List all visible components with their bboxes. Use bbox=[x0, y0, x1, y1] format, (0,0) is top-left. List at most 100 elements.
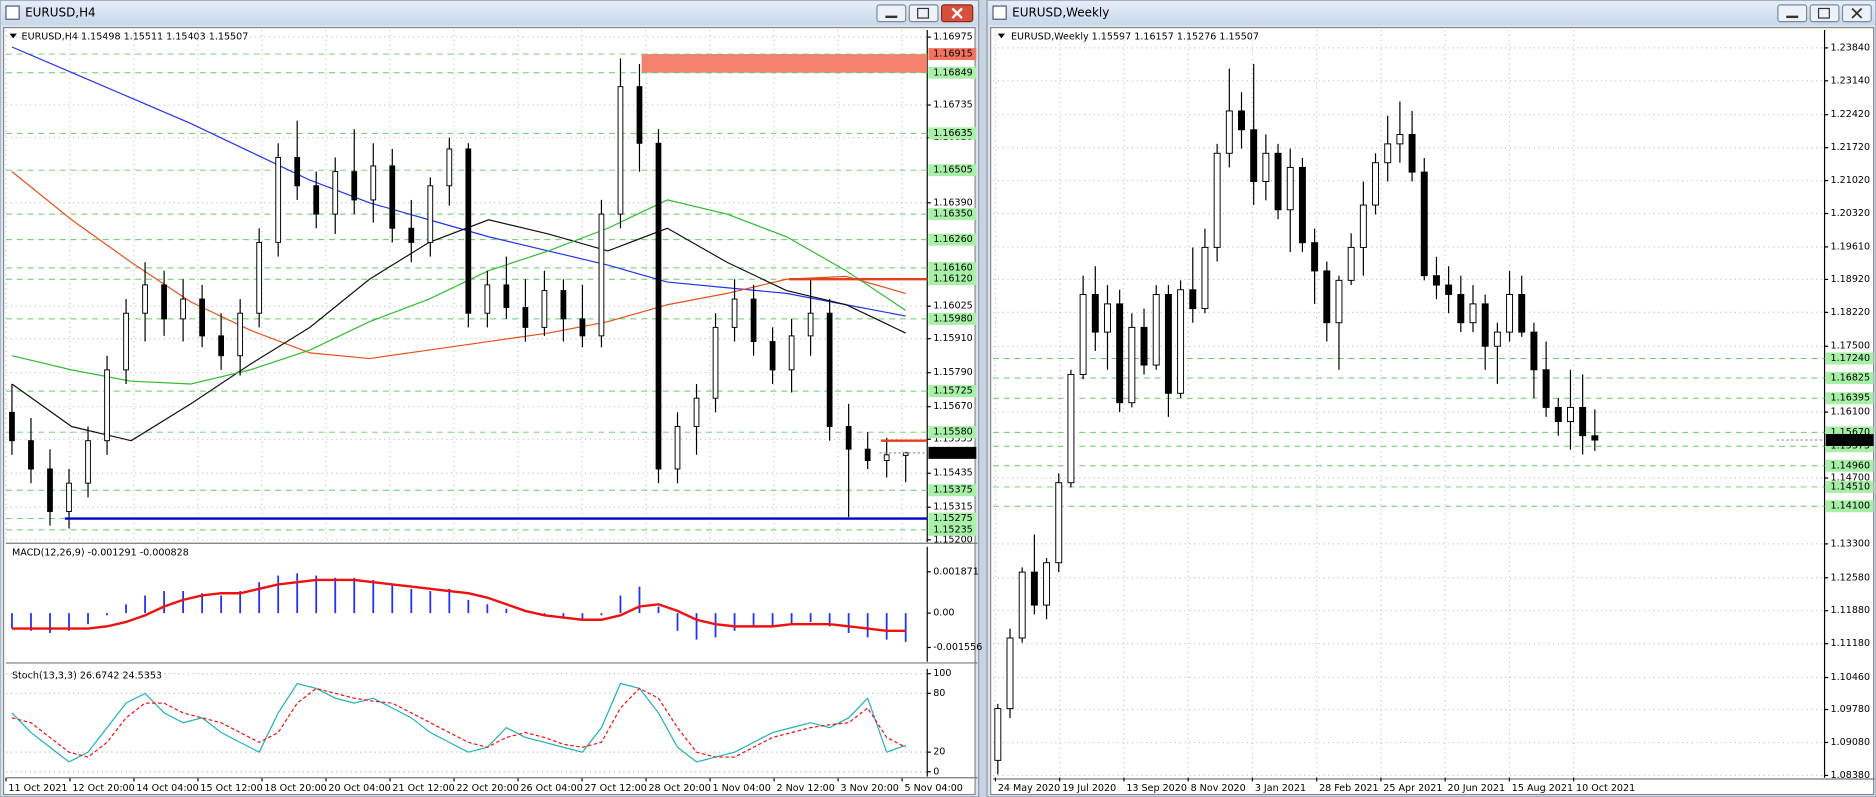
candle-body bbox=[1043, 562, 1051, 606]
minimize-button[interactable] bbox=[876, 4, 907, 23]
level-label-bg bbox=[1825, 459, 1874, 472]
close-icon bbox=[951, 7, 963, 19]
level-label-bg bbox=[1825, 426, 1874, 439]
candle-body bbox=[1055, 482, 1063, 564]
candle-body bbox=[1396, 133, 1404, 145]
restore-icon bbox=[917, 7, 930, 19]
window-icon bbox=[992, 5, 1007, 20]
candle-body bbox=[427, 185, 434, 243]
title-bar[interactable] bbox=[1, 1, 978, 26]
candle-body bbox=[1457, 293, 1465, 324]
level-label: 1.15375 bbox=[933, 485, 973, 496]
minimize-button[interactable] bbox=[1777, 4, 1808, 23]
x-tick-label: 15 Aug 2021 bbox=[1512, 783, 1573, 794]
candle-body bbox=[503, 284, 510, 309]
x-tick-label: 28 Feb 2021 bbox=[1319, 783, 1379, 794]
candle-body bbox=[788, 335, 795, 371]
x-tick-label: 14 Oct 04:00 bbox=[136, 783, 198, 794]
chart-area[interactable] bbox=[990, 27, 1875, 796]
y-tick-label: 1.16975 bbox=[933, 32, 973, 43]
candle-body bbox=[85, 440, 91, 484]
candle-body bbox=[1274, 152, 1282, 211]
level-label-bg bbox=[928, 66, 977, 79]
level-label: 1.16160 bbox=[933, 262, 973, 273]
window-title: EURUSD,H4 bbox=[25, 6, 96, 20]
candle-body bbox=[731, 298, 738, 328]
candle-body bbox=[1189, 289, 1197, 310]
x-tick-label: 11 Oct 2021 bbox=[8, 783, 67, 794]
macd-signal bbox=[11, 578, 906, 632]
moving-average bbox=[11, 219, 906, 442]
candle-body bbox=[1347, 246, 1355, 281]
y-tick-label: 1.20320 bbox=[1831, 208, 1871, 219]
candle-body bbox=[256, 241, 263, 314]
x-tick-label: 20 Oct 04:00 bbox=[328, 783, 390, 794]
candle-body bbox=[1311, 242, 1319, 272]
candle-body bbox=[864, 448, 871, 461]
level-label: 1.14100 bbox=[1831, 501, 1871, 512]
y-tick-label: 1.10460 bbox=[1831, 672, 1871, 683]
level-label-bg bbox=[928, 484, 977, 497]
y-tick-label: 1.22420 bbox=[1831, 109, 1871, 120]
level-label: 1.15375 bbox=[1831, 441, 1871, 452]
current-price-label: 1.15507 bbox=[933, 447, 973, 458]
candle-body bbox=[1213, 152, 1221, 248]
candle-body bbox=[1067, 373, 1075, 484]
y-tick-label: 1.11880 bbox=[1831, 605, 1871, 616]
candle-body bbox=[994, 708, 1002, 761]
stoch-signal bbox=[11, 687, 906, 758]
candle-body bbox=[1286, 166, 1294, 211]
candle-body bbox=[1493, 331, 1501, 347]
restore-icon bbox=[1817, 7, 1830, 19]
x-tick-label: 1 Nov 04:00 bbox=[712, 783, 770, 794]
candle-body bbox=[1591, 435, 1599, 441]
candle-body bbox=[28, 440, 34, 470]
y-tick-label: 0.001871 bbox=[933, 566, 979, 577]
candle-body bbox=[1408, 133, 1416, 173]
current-price-label: 1.15507 bbox=[1831, 435, 1871, 446]
candle-body bbox=[1128, 326, 1136, 404]
candle-body bbox=[389, 165, 396, 229]
window-title: EURUSD,Weekly bbox=[1012, 6, 1109, 20]
candle-body bbox=[66, 482, 72, 512]
chart-header: EURUSD,H4 1.15498 1.15511 1.15403 1.1550… bbox=[22, 32, 249, 43]
y-tick-label: 1.23840 bbox=[1831, 42, 1871, 53]
candle-body bbox=[1567, 406, 1574, 423]
candle-body bbox=[807, 312, 814, 337]
menu-arrow[interactable] bbox=[9, 33, 17, 39]
y-tick-label: 1.16390 bbox=[933, 197, 973, 208]
candle-body bbox=[1262, 152, 1270, 183]
y-tick-label: 1.15435 bbox=[933, 468, 973, 479]
restore-button[interactable] bbox=[908, 4, 939, 23]
candle-body bbox=[769, 341, 776, 371]
level-label-bg bbox=[928, 48, 977, 61]
title-bar[interactable] bbox=[988, 1, 1875, 26]
y-tick-label: 0.00 bbox=[933, 608, 954, 619]
level-label-bg bbox=[1825, 500, 1874, 513]
level-label-bg bbox=[928, 261, 977, 274]
level-label: 1.17240 bbox=[1831, 353, 1871, 364]
level-label: 1.14510 bbox=[1831, 481, 1871, 492]
y-tick-label: 1.08380 bbox=[1831, 770, 1871, 781]
y-tick-label: 1.09780 bbox=[1831, 704, 1871, 715]
candle-body bbox=[1238, 110, 1245, 131]
menu-arrow[interactable] bbox=[997, 33, 1005, 39]
candle-body bbox=[826, 312, 833, 427]
level-label: 1.15670 bbox=[1831, 427, 1871, 438]
level-label: 1.16825 bbox=[1831, 373, 1871, 384]
x-tick-label: 10 Oct 2021 bbox=[1576, 783, 1635, 794]
stoch-label: Stoch(13,3,3) 26.6742 24.5353 bbox=[12, 671, 162, 682]
candle-body bbox=[1506, 293, 1514, 333]
restore-button[interactable] bbox=[1809, 4, 1840, 23]
y-tick-label: 1.13300 bbox=[1831, 538, 1871, 549]
charts: 1.169751.167351.166201.163901.160251.159… bbox=[5, 29, 1875, 794]
candle-body bbox=[750, 298, 757, 343]
candle-body bbox=[294, 156, 301, 187]
y-tick-label: 1.16735 bbox=[933, 100, 973, 111]
chart-area[interactable] bbox=[2, 27, 976, 796]
candle-body bbox=[142, 284, 148, 314]
y-tick-label: 0 bbox=[933, 766, 939, 777]
level-label: 1.15725 bbox=[933, 386, 973, 397]
candle-body bbox=[1554, 406, 1562, 423]
